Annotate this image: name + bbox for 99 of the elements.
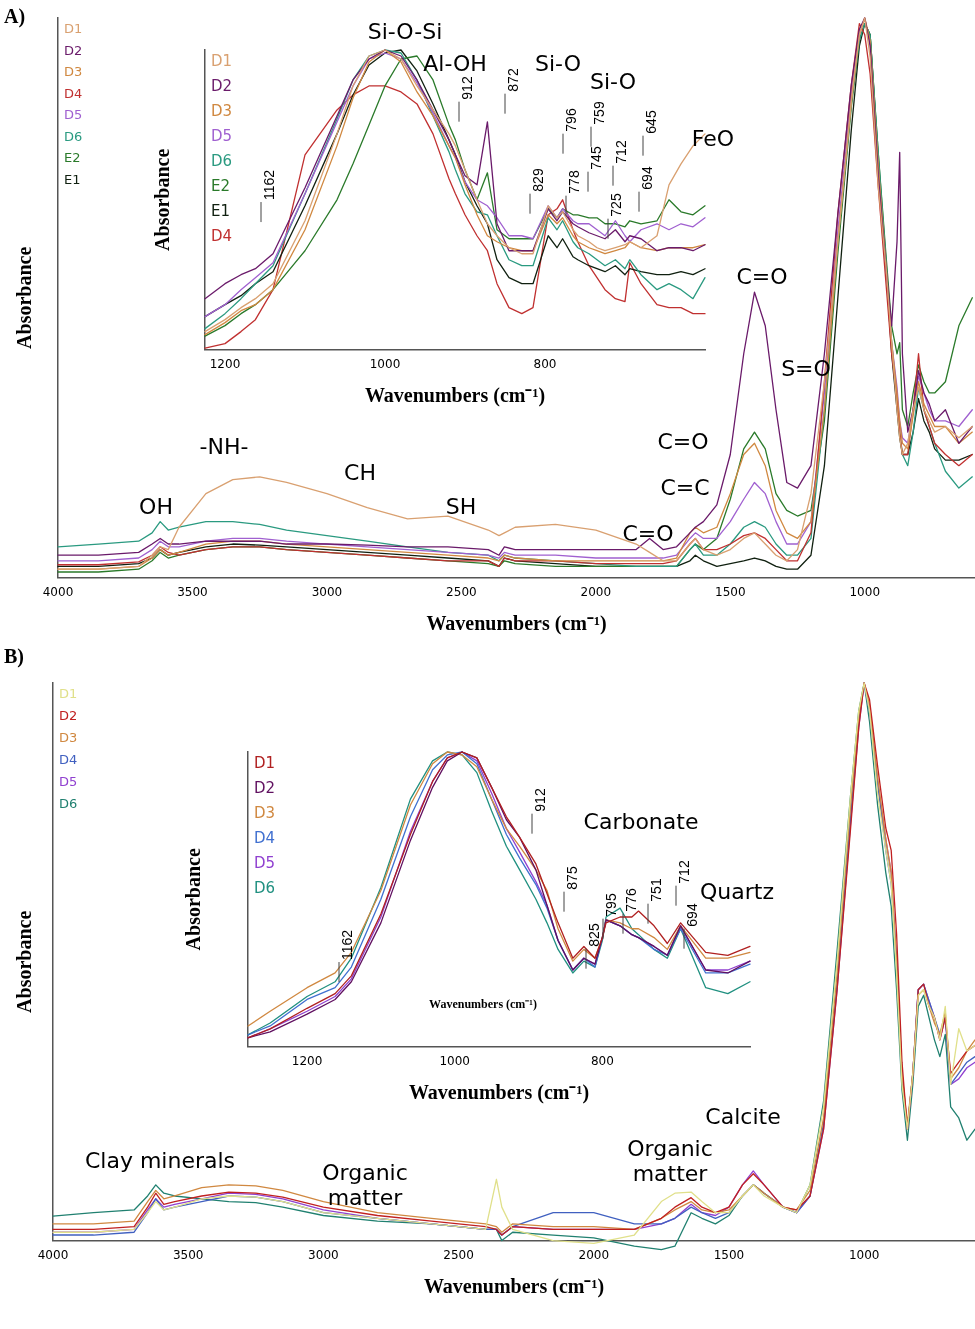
text: E2 [64, 150, 81, 166]
text: D1 [254, 753, 276, 772]
annotation: Si-O [590, 68, 636, 94]
text: E2 [211, 176, 231, 195]
x-tick-label: 4000 [42, 584, 74, 599]
chart-title: A) [4, 5, 26, 29]
text: D3 [59, 730, 78, 746]
y-axis-title: Absorbance [182, 848, 205, 951]
annotation: 795 [602, 893, 619, 917]
x-tick-label: 1200 [209, 356, 241, 371]
text: D2 [211, 76, 233, 95]
annotation: 875 [563, 866, 580, 890]
text: D2 [64, 42, 83, 58]
text: D1 [59, 686, 78, 702]
annotation: 1162 [260, 169, 277, 201]
text: D5 [64, 107, 83, 123]
text: E1 [64, 171, 81, 187]
annotation: Calcite [705, 1103, 781, 1129]
y-axis-title: Absorbance [151, 148, 174, 251]
annotation: 778 [565, 170, 582, 194]
x-tick-label: 2500 [443, 1247, 474, 1262]
x-tick-label: 1000 [369, 356, 401, 371]
text: D4 [59, 752, 78, 768]
annotation: Clay minerals [84, 1147, 236, 1173]
annotation: 745 [587, 146, 604, 170]
annotation: 776 [622, 888, 639, 912]
x-tick-label: 3000 [311, 584, 343, 599]
annotation: SH [445, 493, 477, 519]
annotation: Organic matter [627, 1136, 713, 1187]
x-tick-label: 3500 [172, 1247, 204, 1262]
text: D4 [64, 85, 83, 101]
annotation: 712 [612, 140, 629, 164]
text: D3 [254, 803, 276, 822]
annotation: Al-OH [423, 50, 487, 76]
x-tick-label: 3500 [177, 584, 208, 599]
annotation: 1162 [338, 929, 355, 961]
text: D4 [254, 828, 276, 847]
x-tick-label: 4000 [37, 1247, 69, 1262]
annotation: 725 [607, 193, 624, 217]
text: D5 [211, 126, 233, 145]
x-tick-label: 1500 [713, 1247, 745, 1262]
text: D5 [59, 774, 78, 790]
x-tick-label: 800 [533, 356, 557, 371]
text: D5 [254, 853, 276, 872]
annotation: 759 [590, 101, 607, 125]
text: D6 [211, 151, 233, 170]
text: D4 [211, 226, 233, 245]
annotation: C=O [657, 428, 709, 454]
annotation: FeO [691, 125, 735, 151]
annotation: 694 [683, 903, 700, 927]
y-axis-title: Absorbance [13, 910, 36, 1013]
annotation: 872 [504, 68, 521, 92]
annotation: C=O [736, 263, 788, 289]
x-tick-label: 2000 [578, 1247, 610, 1262]
chart-title: B) [4, 645, 24, 669]
annotation: Quartz [700, 878, 774, 904]
text: D3 [211, 101, 233, 120]
text: D2 [59, 708, 78, 724]
text: D6 [64, 128, 83, 144]
x-axis-title: Wavenumbers (cm⁻¹) [426, 612, 607, 636]
annotation: -NH- [199, 433, 249, 459]
annotation: C=O [622, 520, 674, 546]
annotation: C=C [660, 474, 710, 500]
x-axis-title: Wavenumbers (cm⁻¹) [423, 1275, 605, 1299]
text: D3 [64, 64, 83, 80]
text: D1 [211, 51, 233, 70]
text: E1 [211, 201, 231, 220]
x-tick-label: 2000 [580, 584, 612, 599]
annotation: CH [344, 459, 376, 485]
x-tick-label: 800 [590, 1053, 614, 1068]
annotation: 796 [562, 108, 579, 132]
x-tick-label: 3000 [308, 1247, 339, 1262]
annotation: 694 [638, 166, 655, 190]
annotation: 645 [642, 110, 659, 134]
x-tick-label: 1000 [849, 584, 881, 599]
annotation: Wavenumbers (cm⁻¹) [429, 997, 537, 1012]
annotation: Si-O [535, 50, 581, 76]
annotation: 912 [458, 76, 475, 100]
annotation: Organic matter [322, 1160, 408, 1211]
x-tick-label: 1200 [291, 1053, 323, 1068]
annotation: 712 [675, 860, 692, 884]
annotation: Si-O-Si [367, 18, 443, 44]
text: D1 [64, 21, 83, 37]
x-tick-label: 1500 [715, 584, 746, 599]
annotation: OH [139, 493, 173, 519]
x-axis-title: Wavenumbers (cm⁻¹) [408, 1081, 590, 1105]
annotation: 751 [647, 878, 664, 902]
text: D2 [254, 778, 276, 797]
y-axis-title: Absorbance [13, 246, 36, 349]
text: D6 [59, 796, 78, 812]
x-tick-label: 1000 [439, 1053, 470, 1068]
annotation: Carbonate [583, 808, 699, 834]
x-tick-label: 2500 [446, 584, 477, 599]
x-axis-title: Wavenumbers (cm⁻¹) [364, 384, 546, 408]
text: D6 [254, 878, 276, 897]
x-tick-label: 1000 [848, 1247, 880, 1262]
annotation: 825 [585, 923, 602, 947]
annotation: 829 [529, 168, 546, 192]
annotation: 912 [531, 788, 548, 812]
